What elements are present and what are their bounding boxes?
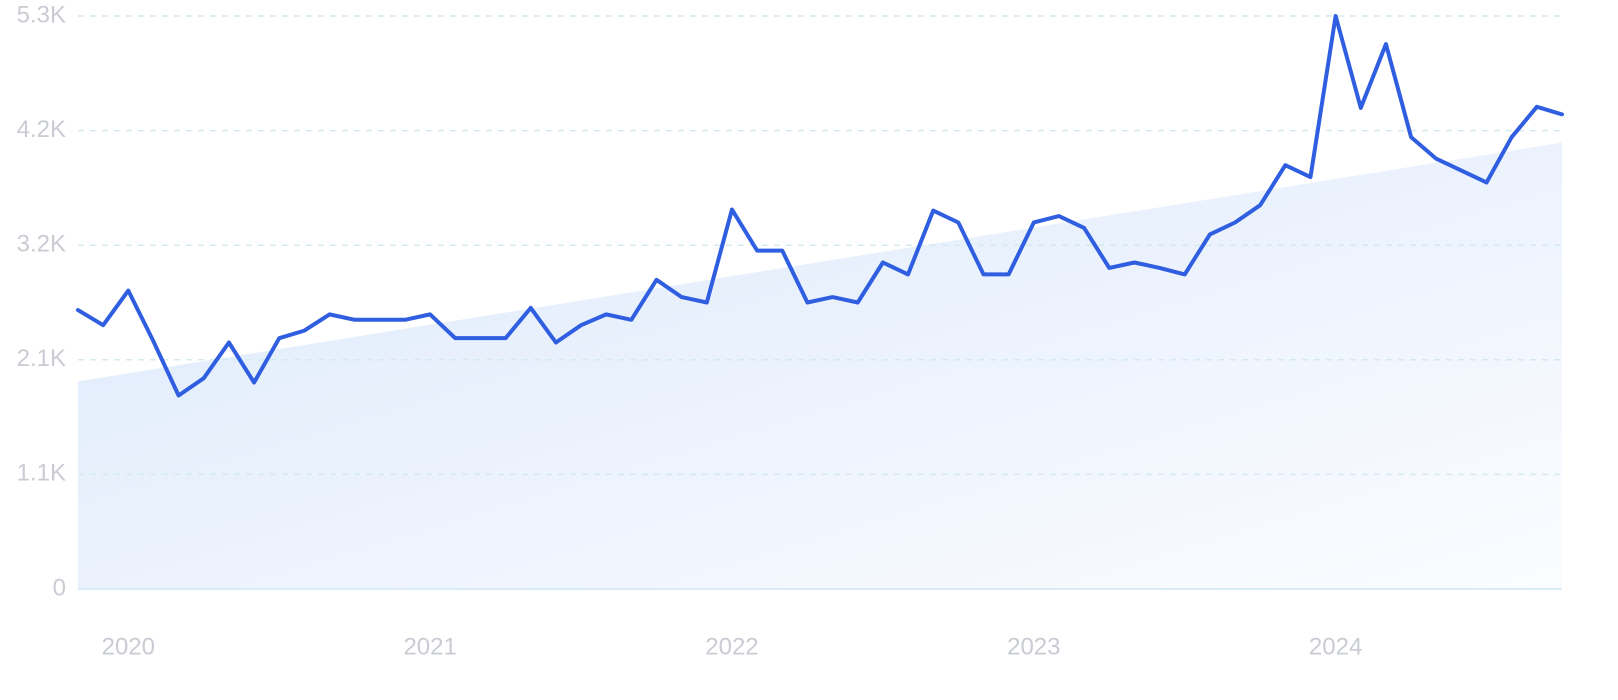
x-tick-label: 2022 bbox=[705, 633, 758, 660]
line bbox=[76, 14, 1564, 398]
y-tick-label: 4.2K bbox=[17, 116, 66, 143]
x-tick-label: 2024 bbox=[1309, 633, 1362, 660]
y-tick-label: 0 bbox=[53, 574, 66, 601]
y-tick-label: 3.2K bbox=[17, 231, 66, 258]
x-tick-label: 2023 bbox=[1007, 633, 1060, 660]
trend-area bbox=[78, 142, 1562, 590]
x-tick-label: 2020 bbox=[102, 633, 155, 660]
y-tick-label: 2.1K bbox=[17, 345, 66, 372]
y-tick-label: 1.1K bbox=[17, 460, 66, 487]
y-tick-label: 5.3K bbox=[17, 1, 66, 28]
x-tick-label: 2021 bbox=[403, 633, 456, 660]
